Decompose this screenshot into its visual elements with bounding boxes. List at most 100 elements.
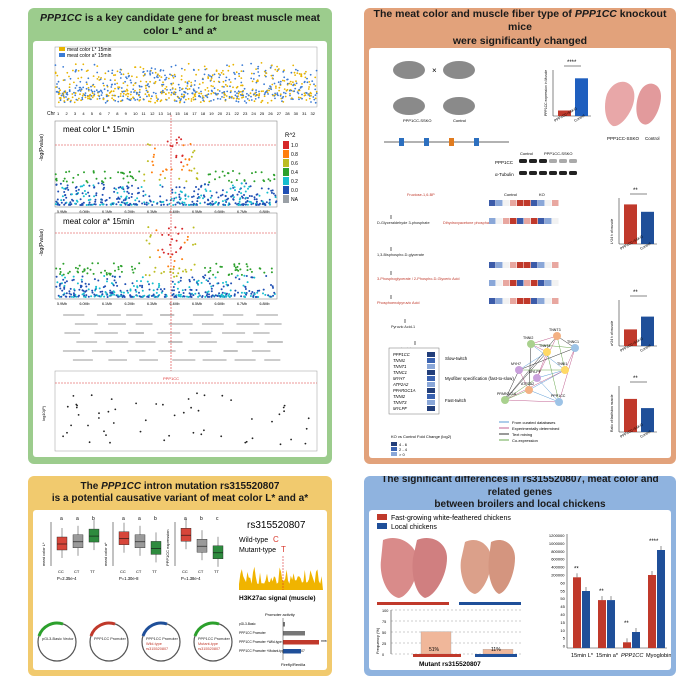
network-edge: [528, 389, 560, 403]
ld-point: [283, 410, 285, 413]
regional-point: [211, 294, 214, 297]
regional-point: [208, 282, 211, 285]
regional-point: [111, 202, 114, 205]
regional-point: [60, 199, 63, 202]
heatmap-cell: [489, 280, 496, 286]
chr-label: 25: [260, 111, 265, 116]
ld-point: [200, 433, 203, 436]
pathway-metabolite: 3-Phosphoglycerate / 2-Phospho-D-Glyceri…: [377, 277, 460, 281]
regional-point: [141, 289, 144, 292]
manhattan-point: [68, 89, 71, 91]
manhattan-point: [80, 76, 83, 79]
manhattan-point: [183, 69, 186, 71]
regional-point: [251, 291, 254, 293]
regional-point: [212, 273, 215, 276]
manhattan-point: [180, 93, 183, 96]
x-tick: 6.5Mb: [192, 210, 202, 214]
manhattan-point: [283, 80, 286, 82]
heatmap-cell: [531, 298, 538, 304]
manhattan-point: [222, 73, 225, 76]
muscle-ko-label: PPP1CC-SSKO: [607, 136, 640, 141]
regional-point: [192, 226, 195, 229]
manhattan-point: [236, 95, 238, 98]
regional-point: [115, 281, 117, 284]
wild-base: C: [273, 535, 279, 544]
manhattan-point: [183, 95, 186, 98]
regional-point: [183, 201, 186, 204]
regional-point: [180, 161, 183, 164]
regional-point: [248, 195, 251, 197]
regional-point: [174, 226, 177, 229]
regional-point: [169, 243, 172, 246]
manhattan-point: [211, 90, 214, 93]
legend-broiler: Fast-growing white-feathered chickens: [391, 515, 511, 522]
manhattan-point: [77, 77, 80, 80]
ld-point: [70, 424, 72, 427]
regional-point: [165, 199, 168, 202]
manhattan-point: [173, 93, 175, 95]
regional-point: [263, 271, 266, 274]
manhattan-point: [275, 87, 277, 89]
regional-point: [265, 275, 268, 277]
ylabel-a: -log(Pvalue): [39, 229, 45, 256]
regional-point: [178, 177, 181, 180]
regional-point: [87, 283, 90, 286]
wb-band: [559, 171, 567, 175]
regional-point: [120, 171, 123, 174]
manhattan-point: [114, 94, 117, 97]
network-node: [571, 344, 579, 352]
regional-point: [245, 263, 248, 266]
freq-tick: 75: [382, 620, 386, 624]
manhattan-point: [179, 99, 182, 102]
vector-label: PPP1CC Promoter: [94, 637, 127, 641]
regional-point: [182, 292, 185, 294]
fc-level: > 0: [399, 452, 405, 457]
manhattan-point: [274, 68, 277, 71]
regional-point: [197, 279, 200, 282]
regional-point: [270, 191, 273, 194]
manhattan-point: [263, 95, 266, 98]
regional-point: [187, 195, 190, 198]
heat-col-ctrl: Control: [504, 192, 517, 197]
manhattan-point: [227, 69, 230, 72]
regional-point: [129, 175, 132, 178]
manhattan-point: [297, 89, 300, 92]
manhattan-point: [304, 76, 307, 79]
manhattan-point: [149, 73, 152, 76]
manhattan-point: [149, 80, 151, 83]
regional-point: [159, 200, 162, 203]
ctrl-label-1: Control: [453, 118, 466, 123]
manhattan-point: [251, 88, 254, 91]
manhattan-point: [314, 85, 317, 87]
ld-point: [221, 394, 224, 397]
regional-point: [243, 295, 246, 298]
regional-point: [248, 290, 251, 292]
regional-point: [148, 288, 151, 291]
manhattan-point: [139, 99, 141, 101]
regional-point: [182, 270, 184, 273]
heatmap-cell: [496, 200, 503, 206]
regional-point: [173, 275, 176, 278]
heatmap-cell: [510, 298, 517, 304]
manhattan-point: [297, 96, 300, 99]
regional-point: [119, 186, 122, 188]
regional-point: [162, 251, 165, 254]
regional-point: [184, 203, 187, 206]
manhattan-point: [170, 94, 173, 96]
regional-point: [147, 226, 150, 229]
regional-point: [183, 186, 186, 189]
manhattan-point: [173, 99, 176, 101]
regional-point: [91, 291, 94, 294]
manhattan-point: [205, 68, 208, 70]
regional-point: [209, 269, 212, 272]
manhattan-point: [134, 66, 137, 68]
grouped-ytick: 200000: [551, 573, 565, 578]
r2-title: R^2: [285, 133, 296, 139]
regional-point: [70, 193, 73, 196]
manhattan-point: [131, 75, 133, 78]
manhattan-point: [104, 72, 107, 75]
manhattan-point: [79, 80, 82, 83]
regional-point: [78, 264, 81, 267]
manhattan-point: [168, 77, 170, 80]
regional-point: [249, 185, 252, 188]
